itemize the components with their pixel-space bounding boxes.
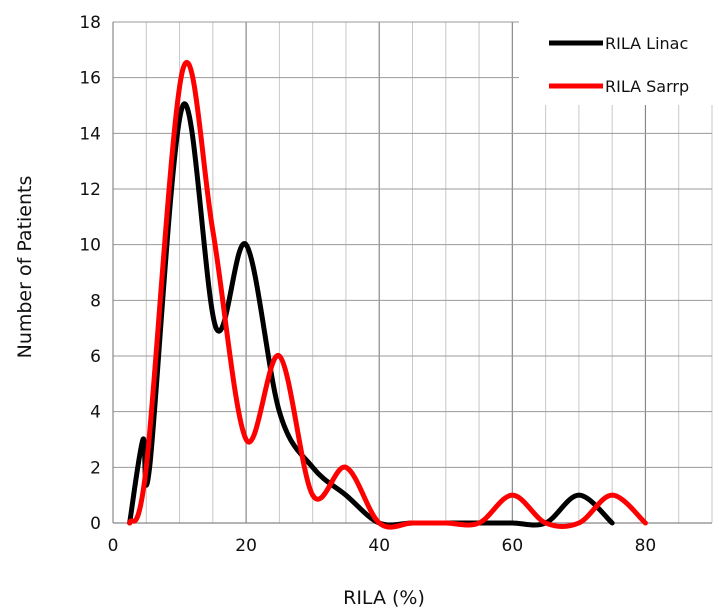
y-tick-label: 16 xyxy=(79,69,101,89)
series-lines xyxy=(127,59,648,530)
x-tick-label: 0 xyxy=(108,536,119,556)
x-tick-label: 20 xyxy=(235,536,257,556)
y-tick-label: 4 xyxy=(90,403,101,423)
x-tick-label: 60 xyxy=(502,536,524,556)
y-tick-label: 18 xyxy=(79,13,101,33)
y-tick-label: 0 xyxy=(90,514,101,534)
legend-label: RILA Sarrp xyxy=(605,77,689,96)
tick-labels: 0 20 40 60 80 0 2 4 6 8 10 12 14 16 18 xyxy=(79,13,656,556)
x-tick-label: 40 xyxy=(368,536,390,556)
y-axis-label: Number of Patients xyxy=(14,176,36,359)
series-line-rila-linac xyxy=(127,101,615,528)
y-tick-label: 14 xyxy=(79,124,101,144)
x-tick-label: 80 xyxy=(635,536,657,556)
series-line-rila-sarrp xyxy=(127,59,648,530)
x-axis-label: RILA (%) xyxy=(343,587,425,609)
y-tick-label: 2 xyxy=(90,458,101,478)
y-tick-label: 6 xyxy=(90,347,101,367)
legend-box xyxy=(519,18,714,105)
y-tick-label: 12 xyxy=(79,180,101,200)
gridlines xyxy=(113,21,713,523)
legend: RILA Linac RILA Sarrp xyxy=(519,18,714,105)
legend-label: RILA Linac xyxy=(605,34,688,53)
y-tick-label: 10 xyxy=(79,236,101,256)
y-tick-label: 8 xyxy=(90,291,101,311)
